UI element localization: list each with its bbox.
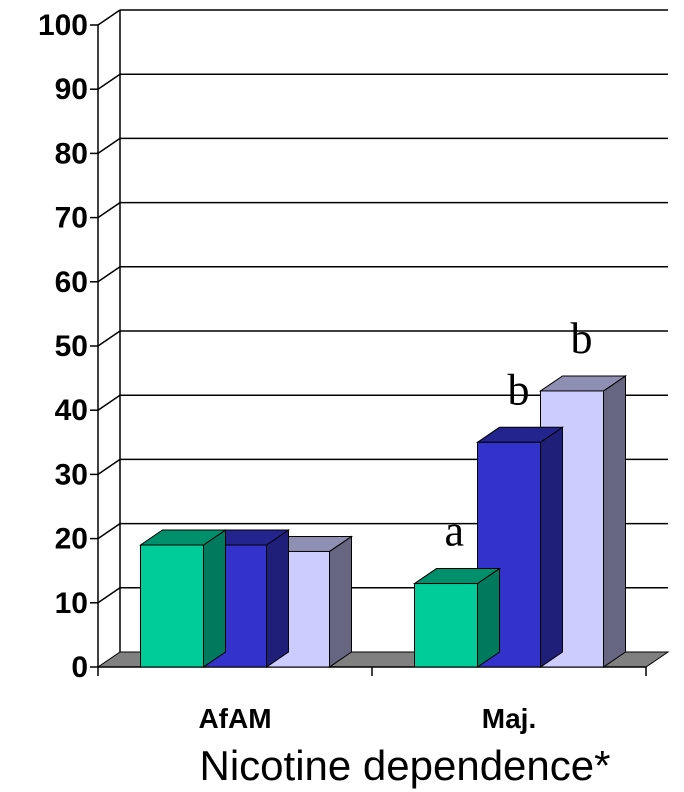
- bar: [475, 426, 565, 668]
- y-tick-label: 80: [55, 137, 88, 170]
- gridline-side: [97, 137, 121, 155]
- y-tick-label: 0: [71, 651, 88, 684]
- gridline-side: [97, 458, 121, 476]
- y-tick-label: 10: [55, 587, 88, 620]
- y-tick-label: 30: [55, 458, 88, 491]
- category-label: AfAM: [198, 703, 271, 734]
- y-tick-label: 70: [55, 202, 88, 235]
- y-tick-label: 100: [38, 9, 88, 42]
- bar-annotation: b: [508, 365, 530, 414]
- gridline-side: [97, 522, 121, 540]
- y-tick-label: 50: [55, 330, 88, 363]
- gridline-side: [97, 73, 121, 90]
- y-tick-label: 60: [55, 266, 88, 299]
- y-tick-label: 90: [55, 73, 88, 106]
- y-tick-labels: 0 10 20 30 40 50 60 70 80 90 100: [38, 9, 88, 684]
- bars: [138, 374, 628, 668]
- bar-side: [203, 529, 226, 668]
- bar-side: [477, 567, 500, 668]
- bar-side: [266, 529, 289, 668]
- bar-front: [414, 583, 478, 668]
- bar-front: [140, 544, 204, 668]
- gridline-side: [97, 330, 121, 347]
- gridline-side: [97, 201, 121, 219]
- y-tick-label: 40: [55, 394, 88, 427]
- y-tick-label: 20: [55, 523, 88, 556]
- bar-annotation: a: [445, 507, 465, 556]
- bar-side: [603, 374, 626, 668]
- bar: [138, 529, 228, 668]
- gridline-side: [97, 587, 121, 604]
- bar-side: [540, 426, 563, 668]
- category-labels: AfAM Maj.: [198, 703, 536, 734]
- gridline-side: [97, 266, 121, 283]
- annotations: a bb: [445, 314, 593, 556]
- bar: [412, 567, 502, 668]
- category-label: Maj.: [482, 703, 536, 734]
- gridline-side: [97, 9, 121, 26]
- gridline-side: [97, 394, 121, 411]
- x-axis-title: Nicotine dependence*: [200, 742, 611, 789]
- bar-annotation: b: [571, 314, 593, 363]
- bar-side: [329, 535, 352, 668]
- gridlines: [97, 9, 668, 604]
